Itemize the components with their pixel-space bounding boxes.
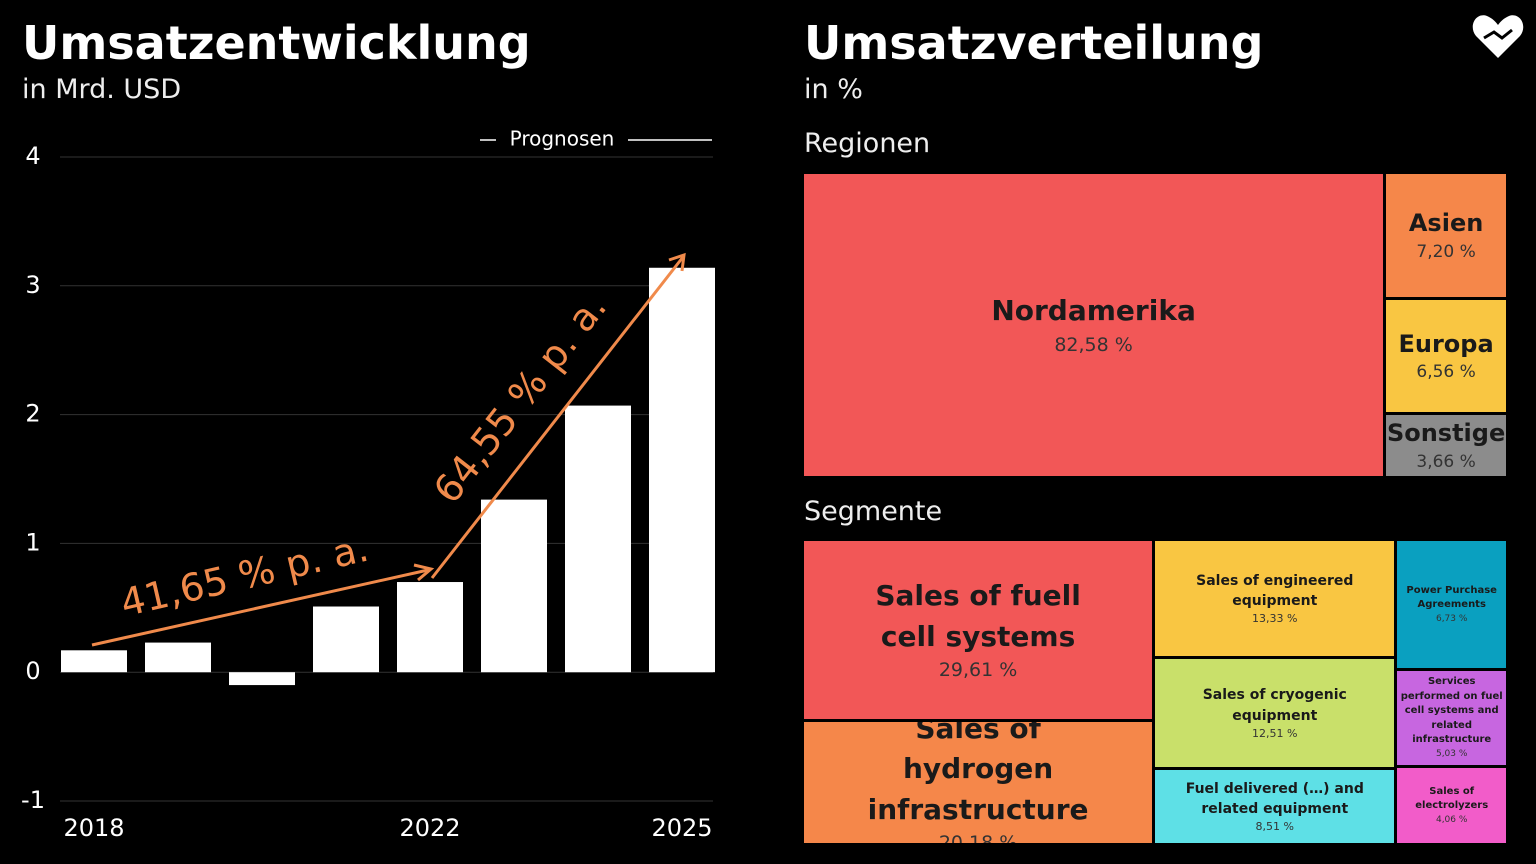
tile-value: 20,18 % xyxy=(939,830,1018,843)
bar xyxy=(61,650,127,673)
tile-value: 13,33 % xyxy=(1252,612,1298,626)
tile-value: 7,20 % xyxy=(1416,242,1476,263)
tile-value: 8,51 % xyxy=(1255,820,1294,834)
tile-label: Services performed on fuel cell systems … xyxy=(1400,676,1503,746)
bar xyxy=(145,642,211,673)
annotation: Prognosen xyxy=(510,127,615,151)
tile-value: 4,06 % xyxy=(1435,814,1468,825)
bar xyxy=(229,672,295,686)
treemap-tile: Europa 6,56 % xyxy=(1386,300,1506,412)
treemap-tile: Sales of hydrogen infrastructure 20,18 % xyxy=(804,722,1153,843)
tile-label: Sales of hydrogen infrastructure xyxy=(867,722,1089,826)
bar xyxy=(313,606,379,673)
treemap-title: Segmente xyxy=(804,496,943,527)
tile-value: 6,56 % xyxy=(1416,362,1476,383)
tile-label: Fuel delivered (…) and related equipment xyxy=(1185,780,1364,818)
arrow xyxy=(91,568,429,647)
bar xyxy=(481,499,547,673)
arrowhead xyxy=(668,252,686,272)
tile-label: Sonstige xyxy=(1386,419,1506,448)
treemap-tile: Asien 7,20 % xyxy=(1386,174,1506,298)
tile-value: 3,66 % xyxy=(1416,451,1476,472)
section-subtitle: in % xyxy=(804,74,863,105)
tile-label: Europa xyxy=(1398,329,1494,358)
y-tick-label: -1 xyxy=(21,786,45,814)
x-tick-label: 2022 xyxy=(399,814,460,842)
bar xyxy=(649,267,715,673)
tile-value: 5,03 % xyxy=(1435,748,1468,759)
tile-label: Sales of fuell cell systems xyxy=(875,579,1081,653)
tile-value: 29,61 % xyxy=(938,659,1018,682)
chart-title: Umsatzentwicklung xyxy=(22,16,531,70)
section-title: Umsatzverteilung xyxy=(804,16,1264,70)
treemap-tile: Sonstige 3,66 % xyxy=(1386,414,1506,476)
treemap-tile: Nordamerika 82,58 % xyxy=(804,174,1384,476)
treemap-tile: Services performed on fuel cell systems … xyxy=(1397,670,1506,765)
tile-label: Sales of cryogenic equipment xyxy=(1202,687,1347,724)
treemap-tile: Fuel delivered (…) and related equipment… xyxy=(1155,770,1395,843)
y-tick-label: 3 xyxy=(25,271,40,299)
x-tick-label: 2025 xyxy=(651,814,712,842)
bar xyxy=(565,405,631,673)
treemap-tile: Sales of electrolyzers 4,06 % xyxy=(1397,767,1506,843)
tile-label: Nordamerika xyxy=(991,294,1196,328)
y-tick-label: 4 xyxy=(25,142,40,170)
arrowhead xyxy=(413,563,435,582)
tile-value: 12,51 % xyxy=(1252,727,1298,740)
x-tick-label: 2018 xyxy=(63,814,124,842)
tile-label: Sales of electrolyzers xyxy=(1415,785,1489,812)
treemap-title: Regionen xyxy=(804,128,931,159)
y-tick-label: 2 xyxy=(25,400,40,428)
tile-value: 82,58 % xyxy=(1054,334,1133,356)
treemap-tile: Sales of fuell cell systems 29,61 % xyxy=(804,541,1153,720)
chart-subtitle: in Mrd. USD xyxy=(22,74,182,105)
logo xyxy=(1472,15,1524,58)
tile-label: Asien xyxy=(1408,209,1484,238)
bar xyxy=(397,582,463,673)
treemap-tile: Sales of cryogenic equipment 12,51 % xyxy=(1155,659,1395,768)
arrow xyxy=(430,256,685,579)
tile-value: 6,73 % xyxy=(1435,613,1468,624)
tile-label: Power Purchase Agreements xyxy=(1406,584,1497,611)
tile-label: Sales of engineered equipment xyxy=(1196,572,1354,609)
y-tick-label: 1 xyxy=(25,528,40,556)
treemap-tile: Power Purchase Agreements 6,73 % xyxy=(1397,541,1506,668)
y-tick-label: 0 xyxy=(25,657,40,685)
treemap-tile: Sales of engineered equipment 13,33 % xyxy=(1155,541,1395,657)
